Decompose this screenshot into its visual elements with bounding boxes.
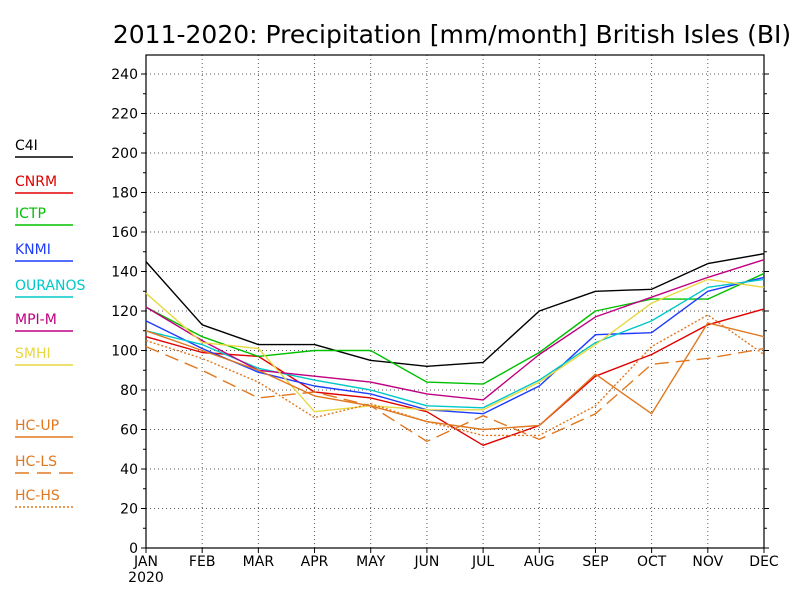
x-tick-label: AUG	[524, 554, 555, 570]
x-tick-label: JAN	[133, 554, 158, 570]
y-tick-label: 200	[111, 146, 138, 162]
grid	[146, 55, 764, 548]
x-tick-label: JUL	[471, 554, 494, 570]
series-line-hc-up	[145, 322, 765, 431]
series-line-smhi	[145, 278, 765, 413]
y-tick-label: 40	[120, 462, 138, 478]
chart-title: 2011-2020: Precipitation [mm/month] Brit…	[113, 20, 791, 49]
x-tick-label: SEP	[582, 554, 608, 570]
axes	[141, 54, 769, 553]
x-tick-label: MAR	[243, 554, 275, 570]
x-tick-label: OCT	[637, 554, 667, 570]
y-tick-label: 220	[111, 107, 138, 123]
y-tick-label: 240	[111, 67, 138, 83]
legend-label-ictp: ICTP	[15, 206, 46, 222]
series-line-knmi	[145, 276, 765, 415]
legend-label-hc-up: HC-UP	[15, 418, 59, 434]
legend-label-ouranos: OURANOS	[15, 278, 85, 294]
y-tick-label: 120	[111, 304, 138, 320]
x-tick-label: NOV	[692, 554, 723, 570]
x-tick-label: FEB	[189, 554, 216, 570]
x-year-label: 2020	[128, 570, 164, 586]
y-tick-label: 60	[120, 423, 138, 439]
y-tick-label: 80	[120, 383, 138, 399]
legend-label-smhi: SMHI	[15, 346, 51, 362]
y-tick-label: 160	[111, 225, 138, 241]
y-tick-label: 180	[111, 186, 138, 202]
series-line-ouranos	[145, 278, 765, 409]
x-tick-label: DEC	[749, 554, 779, 570]
legend-label-hc-hs: HC-HS	[15, 488, 60, 504]
y-tick-label: 100	[111, 344, 138, 360]
y-tick-label: 20	[120, 502, 138, 518]
series-line-mpi-m	[145, 259, 765, 401]
series-lines	[145, 253, 765, 446]
x-tick-label: MAY	[356, 554, 386, 570]
series-line-hc-ls	[145, 345, 765, 443]
legend-label-cnrm: CNRM	[15, 174, 57, 190]
y-tick-labels: 0 20 40 60 80 100 120 140 160 180 200 220 240	[111, 67, 138, 557]
x-tick-labels: JAN FEB MAR APR MAY JUN JUL AUG SEP OCT NOV DEC 2020	[128, 554, 779, 586]
y-tick-label: 140	[111, 265, 138, 281]
legend-label-c4i: C4I	[15, 138, 38, 154]
legend: C4I CNRM ICTP KNMI OURANOS MPI-M SMHI HC-UP HC-L…	[15, 138, 85, 508]
y-tick-label: 0	[129, 541, 138, 557]
legend-label-mpi-m: MPI-M	[15, 312, 57, 328]
series-line-hc-hs	[145, 314, 765, 437]
series-line-c4i	[145, 253, 765, 367]
x-tick-label: APR	[301, 554, 329, 570]
legend-label-hc-ls: HC-LS	[15, 454, 57, 470]
plot-frame	[145, 54, 765, 549]
legend-label-knmi: KNMI	[15, 242, 51, 258]
x-tick-label: JUN	[413, 554, 439, 570]
